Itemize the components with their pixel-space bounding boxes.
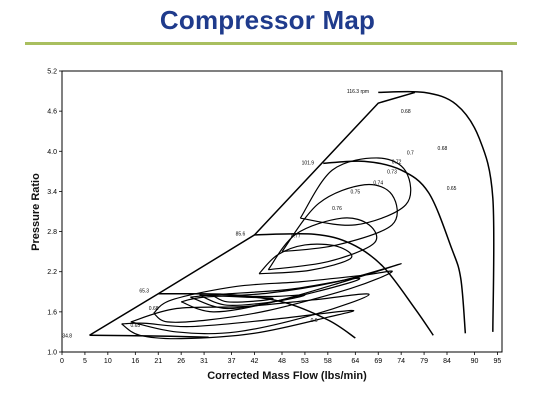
- speed-line-2: [254, 232, 434, 336]
- title-divider: [25, 42, 517, 45]
- x-tick-label: 26: [177, 358, 185, 365]
- efficiency-label: 0.76: [332, 206, 342, 212]
- surge-line: [89, 91, 416, 336]
- x-tick-label: 58: [324, 358, 332, 365]
- y-axis-label: Pressure Ratio: [30, 173, 42, 251]
- speed-line-3: [323, 160, 467, 334]
- x-tick-label: 64: [351, 358, 359, 365]
- x-tick-label: 5: [83, 358, 87, 365]
- plot-frame: [61, 70, 503, 353]
- x-axis-label: Corrected Mass Flow (lbs/min): [207, 370, 367, 382]
- speed-label: 34.8: [62, 333, 72, 339]
- y-tick-label: 2.2: [47, 269, 57, 276]
- speed-label: 65.3: [139, 288, 149, 294]
- efficiency-label: 0.65: [130, 323, 140, 329]
- speed-label: 85.6: [236, 232, 246, 238]
- x-tick-label: 10: [104, 358, 112, 365]
- slide-title: Compressor Map: [159, 5, 376, 35]
- efficiency-label: 0.77: [291, 234, 301, 240]
- y-tick-label: 1.0: [47, 350, 57, 357]
- x-tick-label: 16: [131, 358, 139, 365]
- x-tick-label: 0: [60, 358, 64, 365]
- efficiency-label: 0.72: [392, 159, 402, 165]
- efficiency-label: 0.68: [401, 109, 411, 115]
- efficiency-island-0-74: [212, 295, 274, 303]
- efficiency-label: 0.75: [350, 189, 360, 195]
- efficiency-island-0-6: [121, 309, 355, 340]
- y-tick-label: 4.0: [47, 149, 57, 156]
- x-tick-label: 69: [374, 358, 382, 365]
- efficiency-island-0-0: [299, 157, 412, 226]
- x-tick-label: 48: [278, 358, 286, 365]
- x-tick-label: 21: [154, 358, 162, 365]
- speed-label: 116.3 rpm: [347, 89, 369, 95]
- x-tick-label: 53: [301, 358, 309, 365]
- speed-line-1: [158, 292, 356, 339]
- speed-label: 101.9: [302, 161, 315, 167]
- y-tick-label: 5.2: [47, 69, 57, 76]
- efficiency-island-0-77: [281, 183, 398, 253]
- speed-line-0: [89, 334, 209, 339]
- efficiency-label: 0.74: [373, 181, 383, 187]
- x-tick-label: 90: [471, 358, 479, 365]
- x-tick-label: 95: [494, 358, 502, 365]
- x-tick-label: 74: [397, 358, 405, 365]
- speed-line-4: [378, 90, 495, 332]
- y-tick-label: 2.8: [47, 229, 57, 236]
- efficiency-label: 0.6: [311, 318, 318, 324]
- efficiency-island-0-68: [153, 270, 393, 323]
- x-tick-label: 42: [251, 358, 259, 365]
- y-tick-label: 4.6: [47, 109, 57, 116]
- y-tick-label: 3.4: [47, 189, 57, 196]
- x-tick-label: 37: [228, 358, 236, 365]
- x-tick-label: 79: [420, 358, 428, 365]
- efficiency-label: 0.7: [407, 151, 414, 157]
- efficiency-island-0-65: [130, 293, 370, 335]
- efficiency-label: 0.65: [447, 186, 457, 192]
- y-tick-label: 1.6: [47, 309, 57, 316]
- x-tick-label: 31: [200, 358, 208, 365]
- efficiency-label: 0.68: [438, 146, 448, 152]
- x-tick-label: 84: [443, 358, 451, 365]
- efficiency-label: 0.68: [149, 306, 159, 312]
- efficiency-label: 0.73: [387, 169, 397, 175]
